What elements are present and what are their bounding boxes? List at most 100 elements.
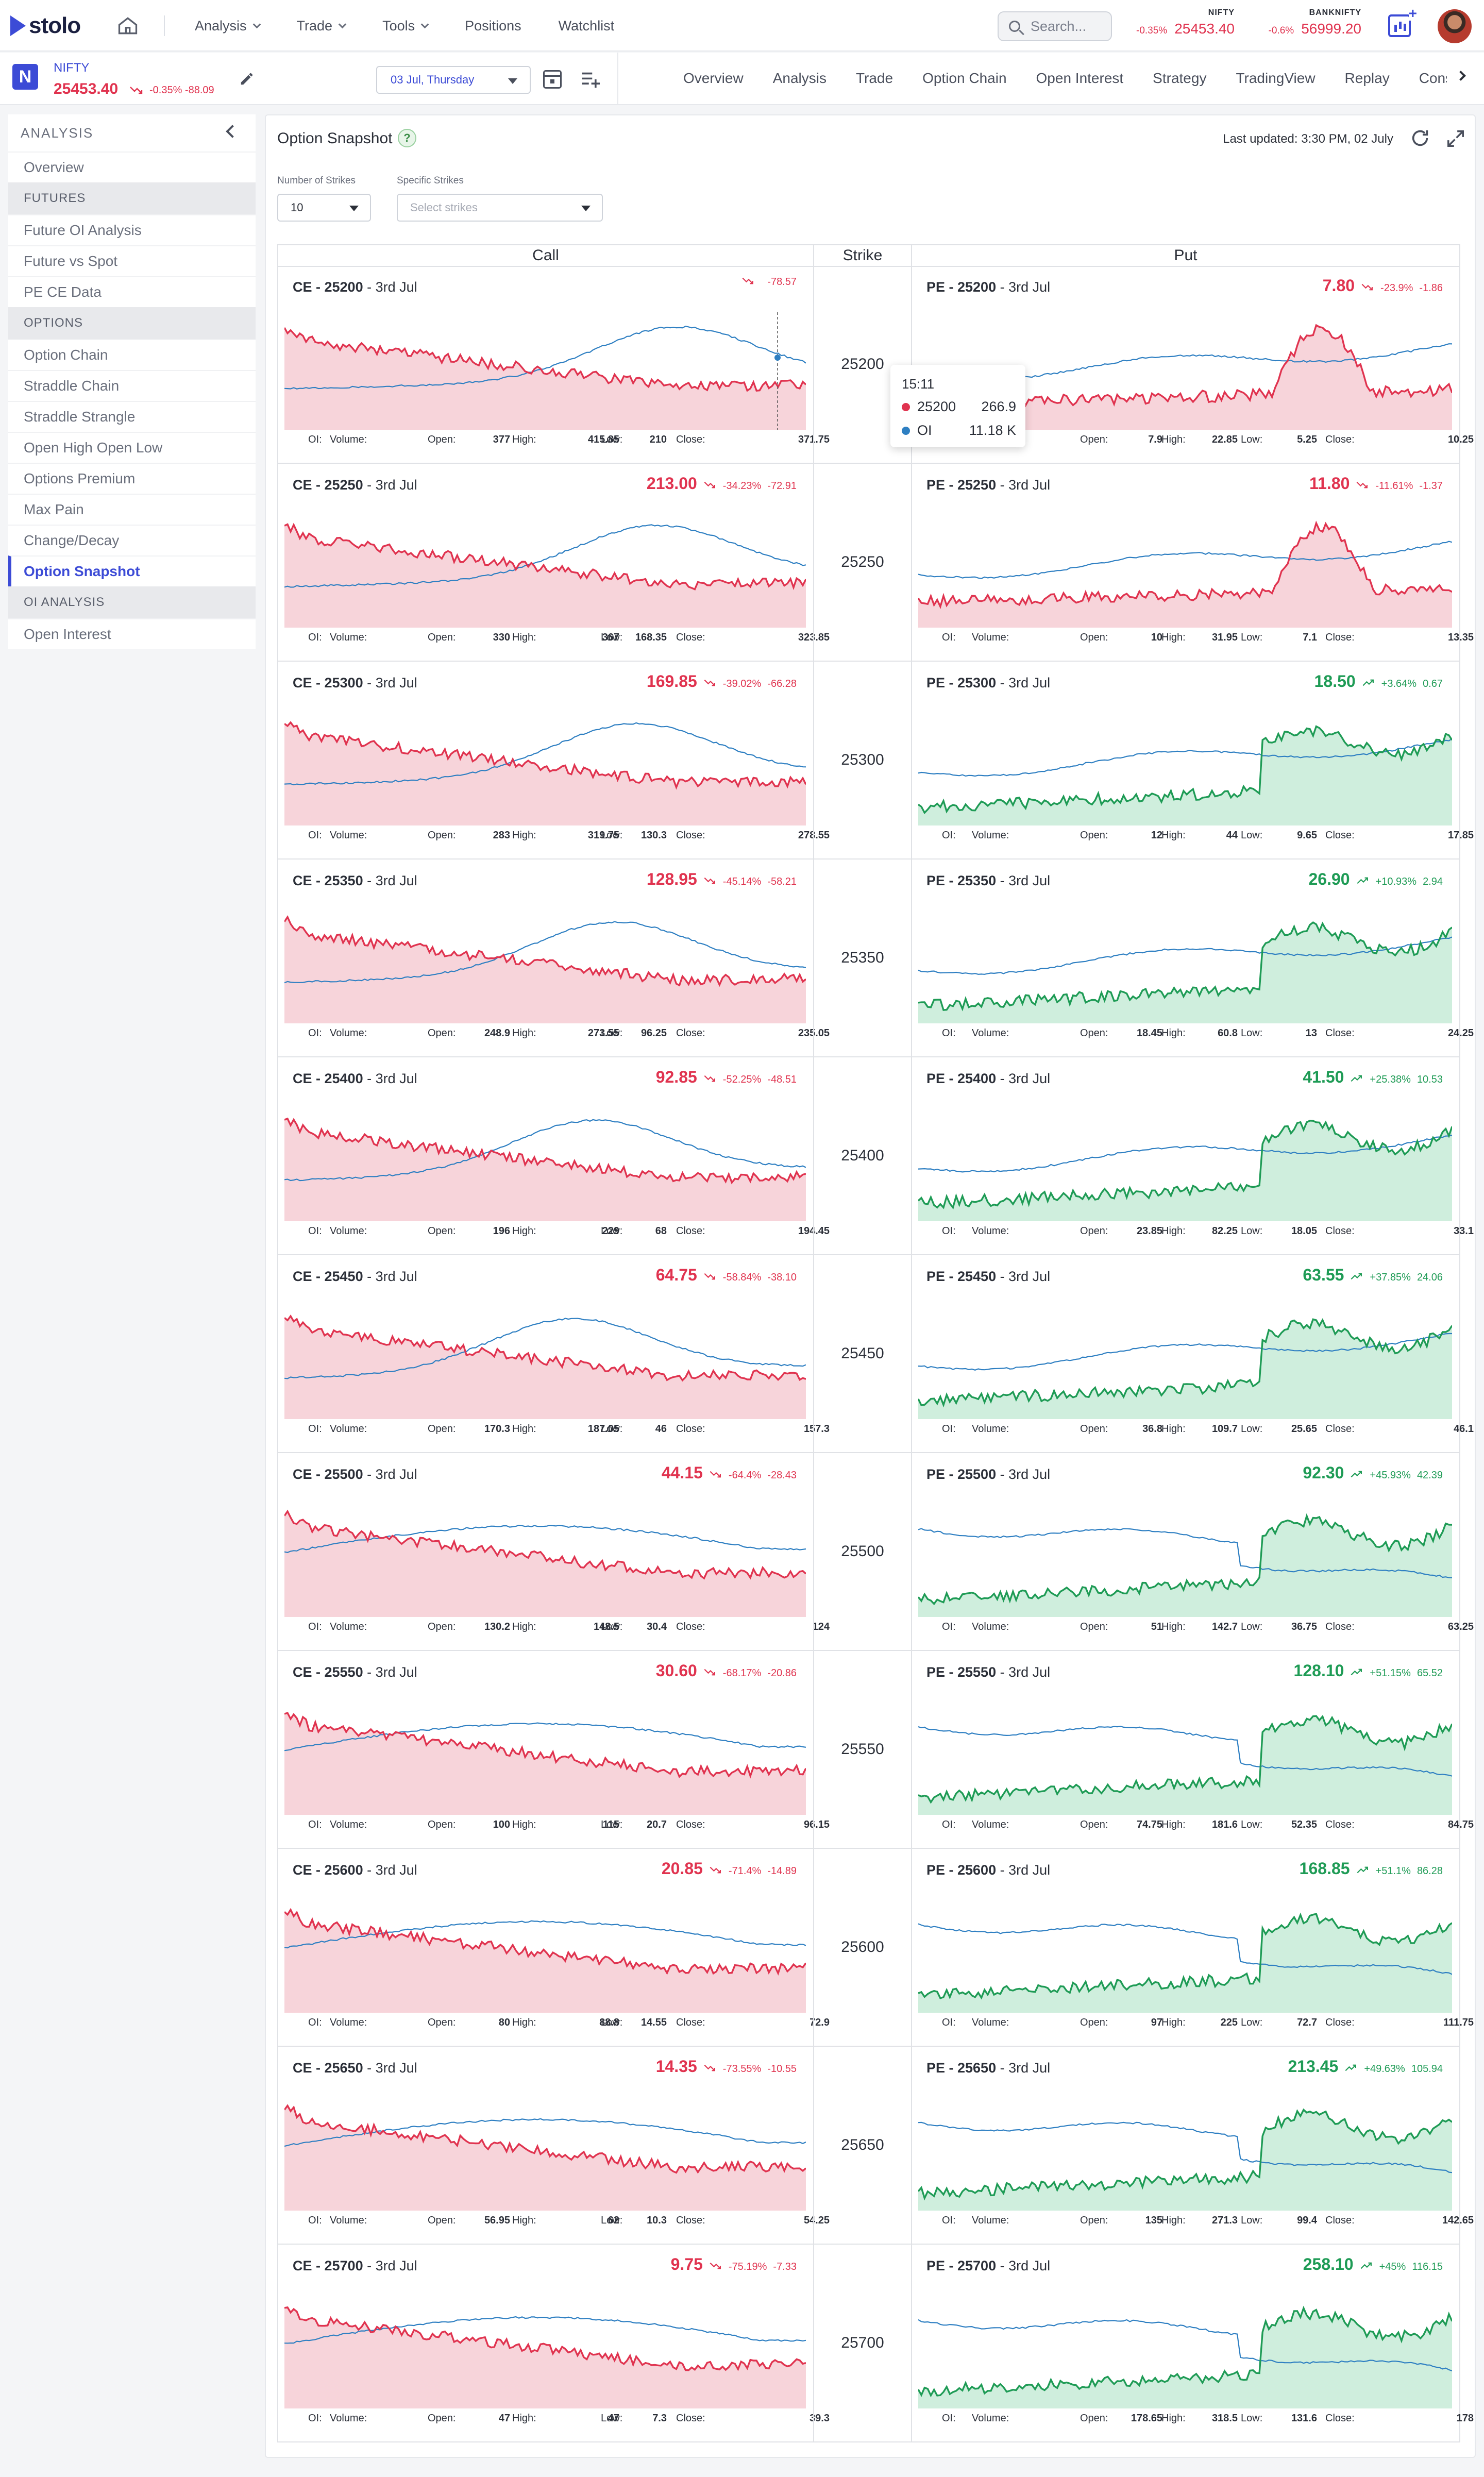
close-value: 371.75 xyxy=(798,434,830,445)
sidebar-item-option-snapshot[interactable]: Option Snapshot xyxy=(8,555,256,586)
put-cell[interactable]: PE - 25450 - 3rd Jul 63.55 +37.85% 24.06 OI:… xyxy=(911,1255,1474,1453)
specific-strikes-select[interactable]: Select strikes xyxy=(397,194,603,222)
sidebar-item-open-interest[interactable]: Open Interest xyxy=(8,618,256,649)
call-cell[interactable]: CE - 25200 - 3rd Jul -78.57 OI: Volume: Open… xyxy=(277,266,830,464)
put-cell[interactable]: PE - 25500 - 3rd Jul 92.30 +45.93% 42.39 OI:… xyxy=(911,1453,1474,1651)
put-cell[interactable]: PE - 25400 - 3rd Jul 41.50 +25.38% 10.53 OI:… xyxy=(911,1057,1474,1255)
oi-label: OI: xyxy=(942,1621,956,1632)
expiry-select[interactable]: 03 Jul, Thursday xyxy=(376,66,531,94)
sidebar-item-option-chain[interactable]: Option Chain xyxy=(8,339,256,370)
call-cell[interactable]: CE - 25450 - 3rd Jul 64.75 -58.84% -38.10 OI… xyxy=(277,1255,830,1453)
call-price-oi-chart[interactable] xyxy=(284,2291,806,2408)
call-cell[interactable]: CE - 25700 - 3rd Jul 9.75 -75.19% -7.33 OI: V… xyxy=(277,2245,830,2442)
put-price-oi-chart[interactable] xyxy=(918,1697,1452,1815)
nifty-index-ticker[interactable]: NIFTY -0.35% 25453.40 xyxy=(1132,8,1235,37)
put-price-oi-chart[interactable] xyxy=(918,510,1452,628)
call-price-oi-chart[interactable] xyxy=(284,1499,806,1617)
nav-analysis[interactable]: Analysis xyxy=(195,18,261,34)
call-cell[interactable]: CE - 25400 - 3rd Jul 92.85 -52.25% -48.51 OI… xyxy=(277,1057,830,1255)
oi-line xyxy=(918,541,1452,579)
brand-logo[interactable]: stolo xyxy=(10,13,81,38)
call-expiry: 3rd Jul xyxy=(375,279,417,295)
call-price-oi-chart[interactable] xyxy=(284,906,806,1023)
nav-watchlist[interactable]: Watchlist xyxy=(559,18,615,34)
call-price-oi-chart[interactable] xyxy=(284,1302,806,1419)
pencil-icon[interactable] xyxy=(239,71,255,87)
put-price-oi-chart[interactable] xyxy=(918,1895,1452,2013)
put-cell[interactable]: PE - 25650 - 3rd Jul 213.45 +49.63% 105.94 O… xyxy=(911,2047,1474,2245)
add-to-list-icon[interactable] xyxy=(580,70,601,89)
symbol-name[interactable]: NIFTY xyxy=(54,61,90,75)
call-price-oi-chart[interactable] xyxy=(284,1104,806,1221)
home-icon[interactable] xyxy=(116,14,139,37)
low-value: 168.35 xyxy=(635,632,667,643)
tab-strategy[interactable]: Strategy xyxy=(1153,70,1207,86)
call-cell[interactable]: CE - 25650 - 3rd Jul 14.35 -73.55% -10.55 OI… xyxy=(277,2047,830,2245)
call-cell[interactable]: CE - 25350 - 3rd Jul 128.95 -45.14% -58.21 O… xyxy=(277,860,830,1057)
sidebar-item-overview[interactable]: Overview xyxy=(8,151,256,182)
call-price-oi-chart[interactable] xyxy=(284,2093,806,2211)
call-expiry: 3rd Jul xyxy=(375,1071,417,1086)
nav-tools[interactable]: Tools xyxy=(382,18,429,34)
call-price-oi-chart[interactable] xyxy=(284,708,806,825)
tab-trade[interactable]: Trade xyxy=(855,70,893,86)
call-ltp: 169.85 xyxy=(646,672,697,690)
expand-icon[interactable] xyxy=(1446,129,1465,148)
call-cell[interactable]: CE - 25550 - 3rd Jul 30.60 -68.17% -20.86 OI… xyxy=(277,1651,830,1849)
banknifty-index-ticker[interactable]: BANKNIFTY -0.6% 56999.20 xyxy=(1260,8,1361,37)
add-chart-icon[interactable] xyxy=(1388,6,1417,37)
tab-analysis[interactable]: Analysis xyxy=(772,70,827,86)
put-cell[interactable]: PE - 25300 - 3rd Jul 18.50 +3.64% 0.67 OI: Vo… xyxy=(911,662,1474,860)
put-cell[interactable]: PE - 25700 - 3rd Jul 258.10 +45% 116.15 OI: V… xyxy=(911,2245,1474,2442)
call-price-oi-chart[interactable] xyxy=(284,312,806,430)
sidebar-item-change-decay[interactable]: Change/Decay xyxy=(8,525,256,555)
tab-option-chain[interactable]: Option Chain xyxy=(922,70,1007,86)
put-cell[interactable]: PE - 25550 - 3rd Jul 128.10 +51.15% 65.52 OI… xyxy=(911,1651,1474,1849)
high-value: 148.5 xyxy=(593,1621,619,1632)
trend-up-icon xyxy=(1360,2262,1372,2269)
put-price-oi-chart[interactable] xyxy=(918,708,1452,825)
close-label: Close: xyxy=(676,830,705,841)
sidebar-item-options-premium[interactable]: Options Premium xyxy=(8,463,256,494)
put-cell[interactable]: PE - 25250 - 3rd Jul 11.80 -11.61% -1.37 OI:… xyxy=(911,464,1474,662)
sidebar-item-future-oi-analysis[interactable]: Future OI Analysis xyxy=(8,214,256,245)
sidebar-item-max-pain[interactable]: Max Pain xyxy=(8,494,256,525)
nav-trade[interactable]: Trade xyxy=(297,18,347,34)
call-cell[interactable]: CE - 25300 - 3rd Jul 169.85 -39.02% -66.28 O… xyxy=(277,662,830,860)
calendar-icon[interactable] xyxy=(543,70,562,89)
strikes-count-select[interactable]: 10 xyxy=(277,194,371,222)
call-price-oi-chart[interactable] xyxy=(284,510,806,628)
sidebar-item-straddle-strangle[interactable]: Straddle Strangle xyxy=(8,401,256,432)
search-input[interactable]: Search... xyxy=(998,11,1112,41)
put-cell[interactable]: PE - 25600 - 3rd Jul 168.85 +51.1% 86.28 OI:… xyxy=(911,1849,1474,2047)
call-cell[interactable]: CE - 25600 - 3rd Jul 20.85 -71.4% -14.89 OI:… xyxy=(277,1849,830,2047)
tab-constituents[interactable]: Constituents xyxy=(1419,70,1447,86)
put-price-oi-chart[interactable] xyxy=(918,906,1452,1023)
refresh-icon[interactable] xyxy=(1410,128,1430,148)
collapse-sidebar-icon[interactable] xyxy=(226,125,239,138)
call-cell[interactable]: CE - 25250 - 3rd Jul 213.00 -34.23% -72.91 O… xyxy=(277,464,830,662)
put-strike-label: PE - 25400 xyxy=(926,1071,997,1086)
price-line xyxy=(918,2305,1452,2398)
help-icon[interactable]: ? xyxy=(398,129,416,147)
sidebar-item-straddle-chain[interactable]: Straddle Chain xyxy=(8,370,256,401)
open-value: 196 xyxy=(493,1225,510,1237)
sidebar-item-future-vs-spot[interactable]: Future vs Spot xyxy=(8,245,256,276)
tab-open-interest[interactable]: Open Interest xyxy=(1036,70,1124,86)
put-price-oi-chart[interactable] xyxy=(918,2291,1452,2408)
tab-replay[interactable]: Replay xyxy=(1344,70,1390,86)
sidebar-item-pe-ce-data[interactable]: PE CE Data xyxy=(8,276,256,307)
put-price-oi-chart[interactable] xyxy=(918,2093,1452,2211)
put-price-oi-chart[interactable] xyxy=(918,1104,1452,1221)
call-price-oi-chart[interactable] xyxy=(284,1895,806,2013)
sidebar-item-open-high-open-low[interactable]: Open High Open Low xyxy=(8,432,256,463)
tab-overview[interactable]: Overview xyxy=(683,70,744,86)
tab-tradingview[interactable]: TradingView xyxy=(1236,70,1316,86)
put-price-oi-chart[interactable] xyxy=(918,1302,1452,1419)
call-cell[interactable]: CE - 25500 - 3rd Jul 44.15 -64.4% -28.43 OI:… xyxy=(277,1453,830,1651)
put-price-oi-chart[interactable] xyxy=(918,1499,1452,1617)
avatar[interactable] xyxy=(1438,9,1472,43)
call-price-oi-chart[interactable] xyxy=(284,1697,806,1815)
nav-positions[interactable]: Positions xyxy=(465,18,521,34)
put-cell[interactable]: PE - 25350 - 3rd Jul 26.90 +10.93% 2.94 OI: V… xyxy=(911,860,1474,1057)
